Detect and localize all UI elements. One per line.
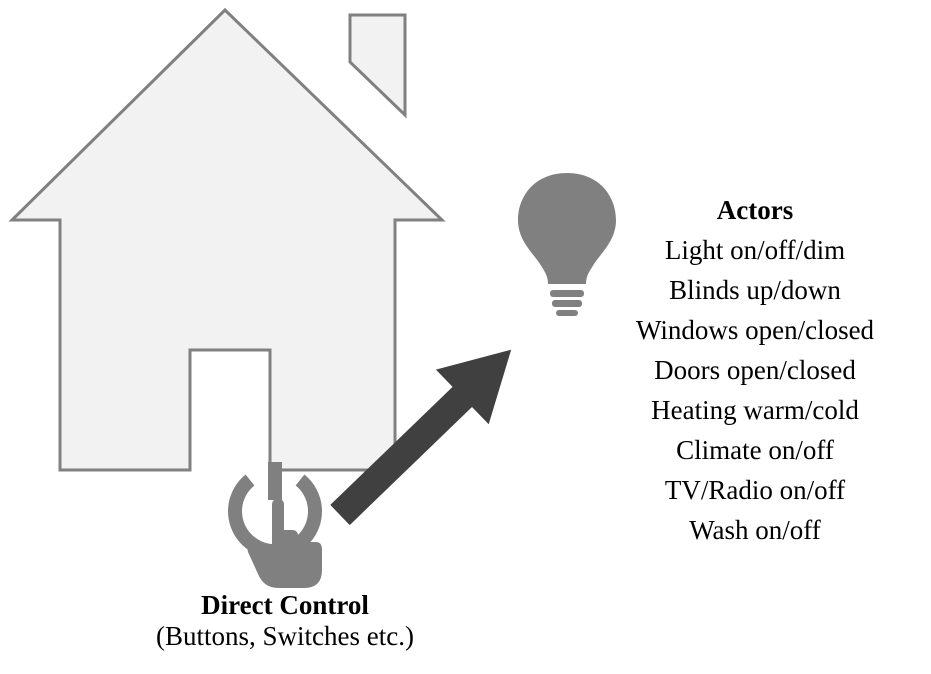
- actors-item: Heating warm/cold: [595, 390, 915, 430]
- actors-item: TV/Radio on/off: [595, 470, 915, 510]
- actors-item: Blinds up/down: [595, 270, 915, 310]
- actors-item: Climate on/off: [595, 430, 915, 470]
- direct-control-subtitle: (Buttons, Switches etc.): [95, 621, 475, 652]
- actors-item: Wash on/off: [595, 510, 915, 550]
- actors-item: Windows open/closed: [595, 310, 915, 350]
- direct-control-block: Direct Control (Buttons, Switches etc.): [95, 590, 475, 652]
- actors-block: Actors Light on/off/dim Blinds up/down W…: [595, 195, 915, 550]
- actors-item: Doors open/closed: [595, 350, 915, 390]
- actors-list: Light on/off/dim Blinds up/down Windows …: [595, 230, 915, 550]
- direct-control-title: Direct Control: [95, 590, 475, 621]
- actors-title: Actors: [595, 195, 915, 226]
- arrow-icon: [320, 285, 620, 565]
- diagram-canvas: Direct Control (Buttons, Switches etc.) …: [0, 0, 931, 674]
- actors-item: Light on/off/dim: [595, 230, 915, 270]
